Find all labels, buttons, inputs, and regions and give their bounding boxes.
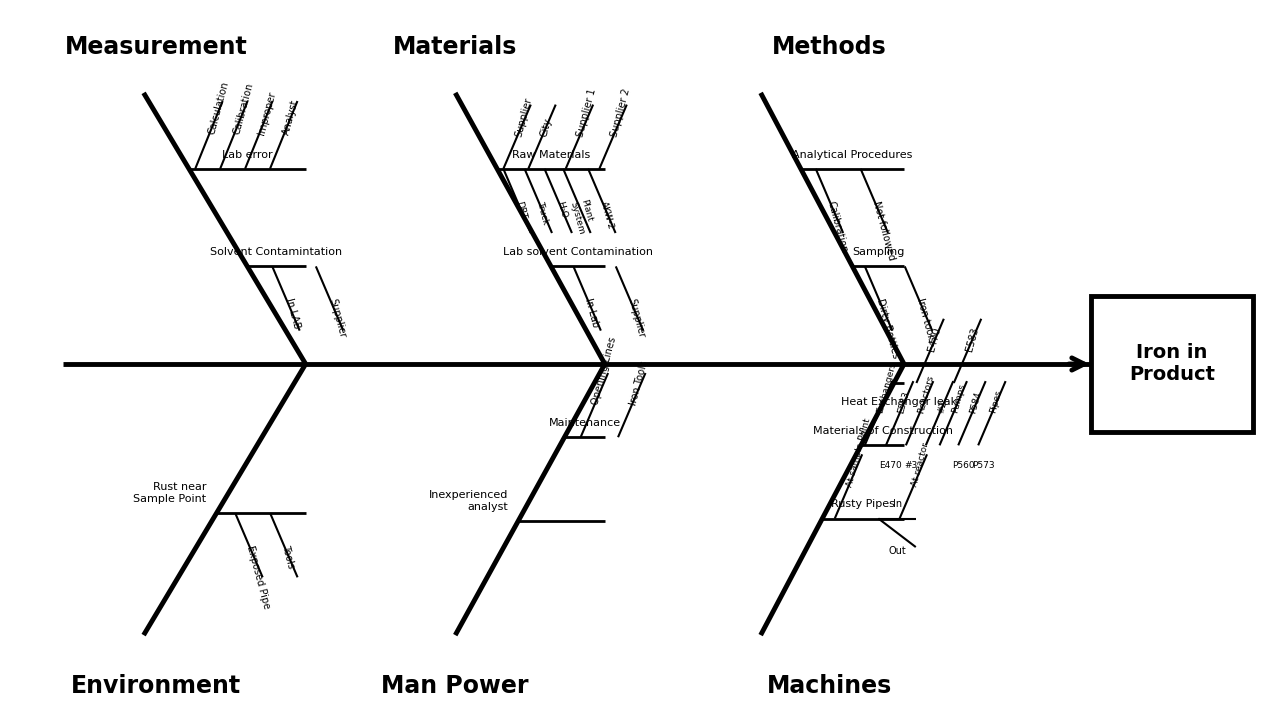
Text: Iron tools: Iron tools [915, 297, 936, 344]
Text: Analytical Procedures: Analytical Procedures [792, 149, 912, 159]
Text: Supplier: Supplier [514, 96, 534, 138]
Text: Exchangers: Exchangers [875, 361, 898, 414]
Text: In LAB: In LAB [284, 297, 301, 330]
Text: #3: #3 [904, 461, 917, 470]
Text: Opening Lines: Opening Lines [590, 336, 618, 406]
Text: Tools: Tools [280, 544, 296, 569]
Text: Improper: Improper [257, 90, 277, 136]
Text: Iron in
Product: Iron in Product [1130, 344, 1215, 384]
Text: City: City [538, 117, 553, 138]
Text: Pumps: Pumps [950, 383, 967, 414]
Text: Supplier 1: Supplier 1 [576, 87, 598, 138]
Text: Man Power: Man Power [382, 674, 529, 698]
Text: Reactors: Reactors [917, 374, 935, 414]
Text: #2: #2 [936, 400, 949, 414]
Text: P573: P573 [972, 461, 995, 470]
Text: Rusty Pipes: Rusty Pipes [831, 499, 895, 510]
Text: E470: E470 [926, 326, 943, 352]
FancyBboxPatch shape [1091, 296, 1253, 432]
Text: E583: E583 [964, 326, 979, 352]
Text: P560: P560 [951, 461, 974, 470]
Text: Dirty Bottles: Dirty Bottles [875, 297, 901, 359]
Text: H₂O: H₂O [555, 199, 569, 219]
Text: E470: E470 [879, 461, 902, 470]
Text: In: In [893, 499, 902, 510]
Text: Calculation: Calculation [206, 81, 230, 136]
Text: AKW-2: AKW-2 [599, 199, 614, 230]
Text: Not followed: Not followed [871, 199, 897, 261]
Text: P584: P584 [969, 390, 983, 414]
Text: Methods: Methods [772, 34, 887, 58]
Text: Lab solvent Contamination: Lab solvent Contamination [502, 247, 653, 257]
Text: Analyst: Analyst [281, 98, 300, 136]
Text: Measurement: Measurement [65, 34, 248, 58]
Text: Heat Exchanger leak: Heat Exchanger leak [841, 397, 957, 407]
Text: Plant
System: Plant System [569, 199, 597, 236]
Text: DBT: DBT [514, 199, 528, 220]
Text: In Lab: In Lab [584, 297, 600, 329]
Text: Calibration: Calibration [826, 199, 850, 253]
Text: Supplier: Supplier [626, 297, 646, 339]
Text: Pipes: Pipes [988, 389, 1004, 414]
Text: Materials: Materials [393, 34, 518, 58]
Text: Inexperienced
analyst: Inexperienced analyst [429, 491, 508, 512]
Text: At sample Point: At sample Point [846, 417, 873, 488]
Text: Solvent Contamintation: Solvent Contamintation [210, 247, 342, 257]
Text: Lab error: Lab error [223, 149, 272, 159]
Text: Truck: Truck [536, 199, 550, 225]
Text: At reactor: At reactor [911, 442, 931, 488]
Text: Exposed Pipe: Exposed Pipe [245, 544, 272, 609]
Text: Maintenance: Maintenance [548, 418, 621, 428]
Text: Machines: Machines [767, 674, 892, 698]
Text: Calibration: Calibration [232, 82, 254, 136]
Text: Iron Tools: Iron Tools [628, 360, 650, 406]
Text: Rust near
Sample Point: Rust near Sample Point [134, 482, 206, 504]
Text: Supplier: Supplier [327, 297, 347, 339]
Text: Out: Out [888, 545, 906, 555]
Text: Supplier 2: Supplier 2 [609, 87, 632, 138]
Text: Raw Materials: Raw Materials [511, 149, 590, 159]
Text: Materials of Construction: Materials of Construction [813, 426, 953, 436]
Text: Environment: Environment [71, 674, 242, 698]
Text: E583: E583 [897, 390, 911, 414]
Text: Sampling: Sampling [852, 247, 904, 257]
